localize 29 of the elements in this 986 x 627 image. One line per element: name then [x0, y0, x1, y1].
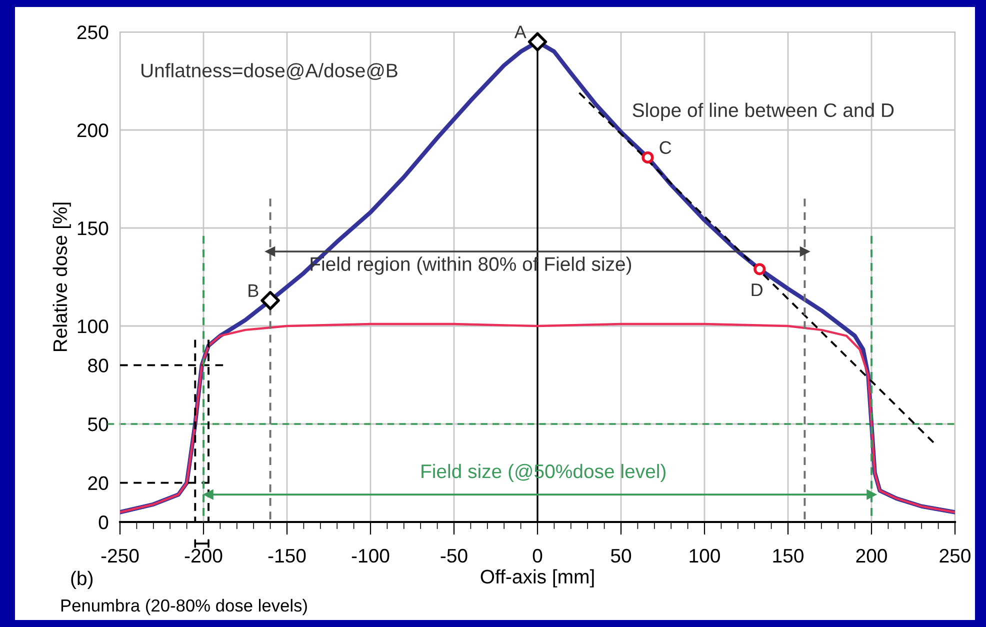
x-tick-label: 250	[940, 548, 970, 563]
text: (b)	[71, 570, 93, 590]
x-tick-label: -100	[352, 548, 390, 563]
y-tick-label: 20	[88, 476, 108, 490]
data-label: B	[248, 284, 258, 297]
x-tick-label: 0	[532, 548, 542, 563]
x-axis-title: Off-axis [mm]	[480, 569, 594, 588]
y-axis-title: Relative dose [%]	[52, 202, 71, 352]
x-tick-label: 200	[856, 548, 887, 563]
x-tick-label: -50	[440, 548, 468, 563]
data-label: A	[514, 26, 526, 38]
data-label: C	[660, 141, 672, 154]
x-tick-label: -150	[268, 548, 306, 563]
y-tick-label: 100	[78, 319, 108, 334]
y-tick-label: 150	[78, 221, 108, 236]
x-tick-label: -200	[184, 548, 222, 563]
x-tick-label: 50	[610, 548, 632, 563]
y-tick-label: 0	[98, 515, 108, 530]
y-tick-label: 80	[88, 358, 108, 372]
text: Penumbra (20-80% dose levels)	[61, 598, 307, 616]
annotation: Slope of line between C and D	[632, 102, 894, 121]
data-label: D	[752, 284, 762, 296]
y-tick-label: 200	[77, 123, 108, 138]
y-tick-label: 250	[77, 25, 108, 40]
annotation: Unflatness=dose@A/dose@B	[142, 63, 398, 80]
y-tick-label: 50	[88, 417, 108, 432]
x-tick-label: 100	[690, 548, 720, 563]
x-tick-label: 150	[773, 548, 804, 563]
x-tick-label: -250	[101, 548, 139, 563]
